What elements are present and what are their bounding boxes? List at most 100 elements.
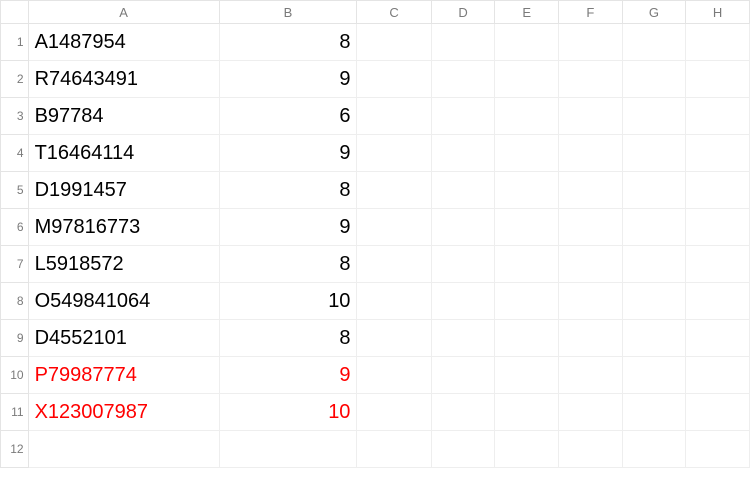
cell-F3[interactable] (558, 98, 622, 135)
row-header[interactable]: 5 (1, 172, 29, 209)
cell-G1[interactable] (622, 24, 686, 61)
row-header[interactable]: 8 (1, 283, 29, 320)
cell-D1[interactable] (431, 24, 495, 61)
cell-D4[interactable] (431, 135, 495, 172)
cell-C6[interactable] (357, 209, 431, 246)
cell-D10[interactable] (431, 357, 495, 394)
col-header-D[interactable]: D (431, 1, 495, 24)
cell-E4[interactable] (495, 135, 559, 172)
cell-B1[interactable]: 8 (219, 24, 357, 61)
cell-E12[interactable] (495, 431, 559, 468)
cell-F10[interactable] (558, 357, 622, 394)
cell-G11[interactable] (622, 394, 686, 431)
cell-B4[interactable]: 9 (219, 135, 357, 172)
cell-F7[interactable] (558, 246, 622, 283)
cell-F6[interactable] (558, 209, 622, 246)
cell-H3[interactable] (686, 98, 750, 135)
cell-E9[interactable] (495, 320, 559, 357)
cell-H1[interactable] (686, 24, 750, 61)
cell-B9[interactable]: 8 (219, 320, 357, 357)
cell-C3[interactable] (357, 98, 431, 135)
cell-A10[interactable]: P79987774 (28, 357, 219, 394)
cell-B5[interactable]: 8 (219, 172, 357, 209)
cell-G12[interactable] (622, 431, 686, 468)
cell-E7[interactable] (495, 246, 559, 283)
cell-H6[interactable] (686, 209, 750, 246)
cell-H10[interactable] (686, 357, 750, 394)
cell-H9[interactable] (686, 320, 750, 357)
row-header[interactable]: 4 (1, 135, 29, 172)
col-header-E[interactable]: E (495, 1, 559, 24)
cell-C8[interactable] (357, 283, 431, 320)
cell-B8[interactable]: 10 (219, 283, 357, 320)
cell-A9[interactable]: D4552101 (28, 320, 219, 357)
cell-F9[interactable] (558, 320, 622, 357)
row-header[interactable]: 1 (1, 24, 29, 61)
cell-G9[interactable] (622, 320, 686, 357)
cell-G3[interactable] (622, 98, 686, 135)
cell-A1[interactable]: A1487954 (28, 24, 219, 61)
cell-H5[interactable] (686, 172, 750, 209)
cell-D5[interactable] (431, 172, 495, 209)
cell-D11[interactable] (431, 394, 495, 431)
cell-A8[interactable]: O549841064 (28, 283, 219, 320)
cell-C9[interactable] (357, 320, 431, 357)
cell-B12[interactable] (219, 431, 357, 468)
cell-C2[interactable] (357, 61, 431, 98)
cell-E6[interactable] (495, 209, 559, 246)
cell-E8[interactable] (495, 283, 559, 320)
row-header[interactable]: 9 (1, 320, 29, 357)
cell-H12[interactable] (686, 431, 750, 468)
cell-B7[interactable]: 8 (219, 246, 357, 283)
cell-E2[interactable] (495, 61, 559, 98)
cell-D2[interactable] (431, 61, 495, 98)
spreadsheet[interactable]: A B C D E F G H 1 A1487954 8 (0, 0, 750, 500)
cell-E10[interactable] (495, 357, 559, 394)
cell-B2[interactable]: 9 (219, 61, 357, 98)
cell-E11[interactable] (495, 394, 559, 431)
cell-B10[interactable]: 9 (219, 357, 357, 394)
cell-G2[interactable] (622, 61, 686, 98)
cell-E5[interactable] (495, 172, 559, 209)
cell-F1[interactable] (558, 24, 622, 61)
cell-C7[interactable] (357, 246, 431, 283)
row-header[interactable]: 11 (1, 394, 29, 431)
cell-D3[interactable] (431, 98, 495, 135)
col-header-B[interactable]: B (219, 1, 357, 24)
cell-E3[interactable] (495, 98, 559, 135)
cell-G6[interactable] (622, 209, 686, 246)
cell-D7[interactable] (431, 246, 495, 283)
cell-A12[interactable] (28, 431, 219, 468)
cell-G5[interactable] (622, 172, 686, 209)
row-header[interactable]: 6 (1, 209, 29, 246)
cell-A4[interactable]: T16464114 (28, 135, 219, 172)
cell-A11[interactable]: X123007987 (28, 394, 219, 431)
cell-C12[interactable] (357, 431, 431, 468)
cell-C10[interactable] (357, 357, 431, 394)
cell-G10[interactable] (622, 357, 686, 394)
cell-A5[interactable]: D1991457 (28, 172, 219, 209)
row-header[interactable]: 10 (1, 357, 29, 394)
col-header-G[interactable]: G (622, 1, 686, 24)
row-header[interactable]: 12 (1, 431, 29, 468)
cell-H4[interactable] (686, 135, 750, 172)
cell-H11[interactable] (686, 394, 750, 431)
cell-F12[interactable] (558, 431, 622, 468)
cell-A7[interactable]: L5918572 (28, 246, 219, 283)
row-header[interactable]: 3 (1, 98, 29, 135)
cell-G4[interactable] (622, 135, 686, 172)
cell-C5[interactable] (357, 172, 431, 209)
cell-C11[interactable] (357, 394, 431, 431)
cell-F11[interactable] (558, 394, 622, 431)
cell-D8[interactable] (431, 283, 495, 320)
cell-F4[interactable] (558, 135, 622, 172)
col-header-H[interactable]: H (686, 1, 750, 24)
cell-F5[interactable] (558, 172, 622, 209)
col-header-C[interactable]: C (357, 1, 431, 24)
cell-H7[interactable] (686, 246, 750, 283)
cell-D9[interactable] (431, 320, 495, 357)
cell-A6[interactable]: M97816773 (28, 209, 219, 246)
corner-cell[interactable] (1, 1, 29, 24)
cell-B6[interactable]: 9 (219, 209, 357, 246)
col-header-F[interactable]: F (558, 1, 622, 24)
